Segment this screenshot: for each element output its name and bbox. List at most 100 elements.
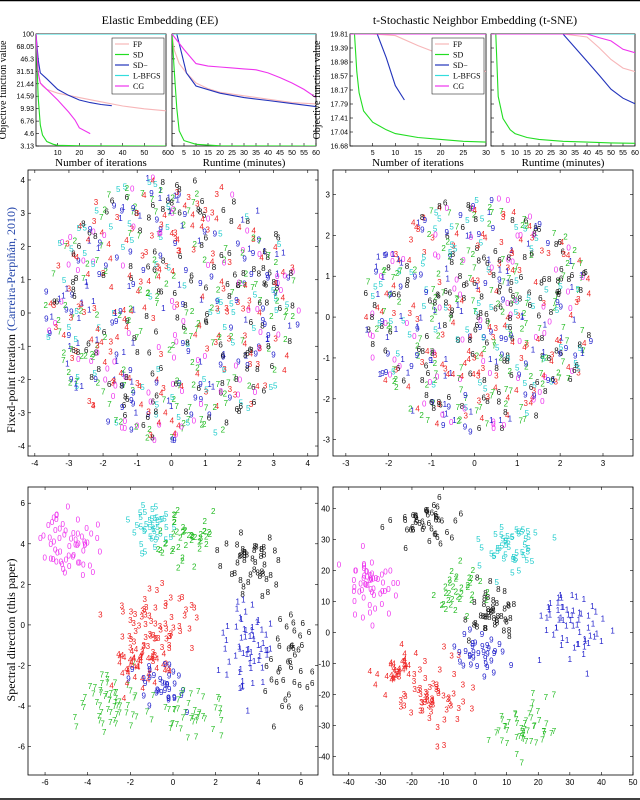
- digit-point: 3: [451, 689, 456, 698]
- digit-point: 4: [530, 393, 535, 402]
- digit-point: 2: [451, 582, 456, 591]
- digit-point: 8: [161, 205, 166, 214]
- digit-point: 4: [483, 233, 488, 242]
- digit-point: 2: [395, 269, 400, 278]
- digit-point: 9: [423, 216, 428, 225]
- digit-point: 3: [67, 285, 72, 294]
- digit-point: 2: [529, 251, 534, 260]
- digit-point: 4: [78, 222, 83, 231]
- digit-point: 3: [524, 341, 529, 350]
- digit-point: 3: [169, 613, 174, 622]
- digit-point: 1: [131, 306, 136, 315]
- digit-point: 9: [155, 216, 160, 225]
- digit-point: 6: [470, 350, 475, 359]
- digit-point: 8: [71, 278, 76, 287]
- digit-point: 7: [474, 407, 479, 416]
- digit-point: 8: [468, 205, 473, 214]
- digit-point: 7: [129, 722, 134, 731]
- digit-point: 2: [436, 270, 441, 279]
- digit-point: 8: [486, 608, 491, 617]
- digit-point: 0: [181, 317, 186, 326]
- digit-point: 2: [458, 416, 463, 425]
- digit-point: 8: [540, 334, 545, 343]
- digit-point: 8: [138, 227, 143, 236]
- digit-point: 1: [84, 278, 89, 287]
- digit-point: 3: [532, 387, 537, 396]
- digit-point: 3: [497, 260, 502, 269]
- digit-point: 8: [482, 376, 487, 385]
- digit-point: 4: [167, 667, 172, 676]
- digit-point: 3: [436, 687, 441, 696]
- digit-point: 5: [218, 230, 223, 239]
- digit-point: 1: [252, 657, 257, 666]
- digit-point: 6: [411, 525, 416, 534]
- digit-point: 1: [74, 380, 79, 389]
- digit-point: 8: [507, 632, 512, 641]
- y-tick-label: 6: [21, 499, 26, 508]
- digit-point: 6: [177, 209, 182, 218]
- digit-point: 9: [419, 271, 424, 280]
- digit-point: 0: [290, 267, 295, 276]
- digit-point: 8: [547, 354, 552, 363]
- digit-point: 2: [155, 292, 160, 301]
- digit-point: 6: [443, 198, 448, 207]
- digit-point: 2: [251, 233, 256, 242]
- digit-point: 8: [483, 589, 488, 598]
- digit-point: 4: [100, 228, 105, 237]
- digit-point: 0: [566, 244, 571, 253]
- digit-point: 7: [213, 704, 218, 713]
- digit-point: 5: [185, 340, 190, 349]
- y-tick-label: 17.41: [330, 116, 348, 123]
- digit-point: 1: [249, 648, 254, 657]
- digit-point: 9: [517, 371, 522, 380]
- digit-point: 4: [135, 662, 140, 671]
- digit-point: 1: [547, 605, 552, 614]
- digit-point: 6: [415, 516, 420, 525]
- digit-point: 2: [456, 417, 461, 426]
- digit-point: 8: [258, 572, 263, 581]
- digit-point: 5: [505, 323, 510, 332]
- digit-point: 8: [505, 352, 510, 361]
- digit-point: 5: [506, 543, 511, 552]
- digit-point: 8: [246, 578, 251, 587]
- digit-point: 2: [90, 350, 95, 359]
- digit-point: 5: [499, 531, 504, 540]
- digit-point: 2: [183, 526, 188, 535]
- plot-frame: [171, 33, 317, 147]
- digit-point: 9: [467, 651, 472, 660]
- digit-point: 3: [442, 741, 447, 750]
- digit-point: 3: [154, 634, 159, 643]
- y-tick-label: -4: [18, 702, 26, 711]
- digit-point: 9: [471, 648, 476, 657]
- digit-point: 7: [507, 274, 512, 283]
- digit-point: 3: [456, 651, 461, 660]
- digit-point: 1: [399, 258, 404, 267]
- digit-point: 6: [298, 667, 303, 676]
- digit-point: 1: [556, 606, 561, 615]
- digit-point: 3: [178, 627, 183, 636]
- digit-point: 0: [68, 233, 73, 242]
- digit-point: 1: [74, 383, 79, 392]
- digit-point: 2: [147, 425, 152, 434]
- digit-point: 1: [281, 248, 286, 257]
- digit-point: 6: [445, 528, 450, 537]
- digit-point: 8: [242, 556, 247, 565]
- digit-point: 3: [506, 264, 511, 273]
- digit-point: 9: [489, 657, 494, 666]
- digit-point: 7: [81, 274, 86, 283]
- digit-point: 1: [494, 357, 499, 366]
- digit-point: 6: [403, 516, 408, 525]
- digit-point: 0: [206, 261, 211, 270]
- digit-point: 9: [177, 190, 182, 199]
- digit-point: 5: [153, 514, 158, 523]
- digit-point: 3: [430, 234, 435, 243]
- digit-point: 9: [482, 673, 487, 682]
- digit-point: 5: [514, 308, 519, 317]
- digit-point: 7: [492, 341, 497, 350]
- digit-point: 6: [238, 402, 243, 411]
- digit-point: 7: [172, 706, 177, 715]
- digit-point: 8: [492, 614, 497, 623]
- digit-point: 7: [113, 679, 118, 688]
- digit-point: 8: [475, 244, 480, 253]
- digit-point: 3: [130, 225, 135, 234]
